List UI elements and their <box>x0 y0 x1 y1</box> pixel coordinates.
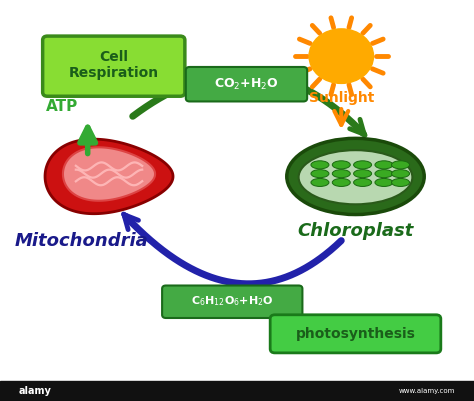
FancyBboxPatch shape <box>43 36 185 96</box>
Ellipse shape <box>311 170 329 178</box>
Text: Cell
Respiration: Cell Respiration <box>69 50 159 80</box>
FancyBboxPatch shape <box>186 67 307 101</box>
Ellipse shape <box>332 161 350 169</box>
Text: ATP: ATP <box>46 99 78 114</box>
FancyBboxPatch shape <box>270 315 441 353</box>
FancyBboxPatch shape <box>162 286 302 318</box>
Ellipse shape <box>375 170 393 178</box>
Polygon shape <box>45 139 173 214</box>
Polygon shape <box>63 147 155 201</box>
Text: www.alamy.com: www.alamy.com <box>399 388 455 394</box>
Ellipse shape <box>392 178 410 186</box>
Text: photosynthesis: photosynthesis <box>296 327 415 340</box>
Ellipse shape <box>375 161 393 169</box>
Text: Sunlight: Sunlight <box>309 91 374 105</box>
Text: C$_6$H$_{12}$O$_6$+H$_2$O: C$_6$H$_{12}$O$_6$+H$_2$O <box>191 295 273 308</box>
Ellipse shape <box>287 138 424 215</box>
Circle shape <box>309 29 374 83</box>
Ellipse shape <box>311 161 329 169</box>
Ellipse shape <box>392 170 410 178</box>
Ellipse shape <box>332 178 350 186</box>
Ellipse shape <box>311 178 329 186</box>
Ellipse shape <box>392 161 410 169</box>
Ellipse shape <box>354 161 372 169</box>
Ellipse shape <box>332 170 350 178</box>
Ellipse shape <box>299 150 412 204</box>
Text: Chloroplast: Chloroplast <box>297 222 414 239</box>
Text: alamy: alamy <box>19 386 52 396</box>
Ellipse shape <box>354 178 372 186</box>
Ellipse shape <box>354 170 372 178</box>
Text: Mitochondria: Mitochondria <box>14 232 148 249</box>
Bar <box>0 381 474 401</box>
Ellipse shape <box>375 178 393 186</box>
Text: CO$_2$+H$_2$O: CO$_2$+H$_2$O <box>214 77 279 92</box>
